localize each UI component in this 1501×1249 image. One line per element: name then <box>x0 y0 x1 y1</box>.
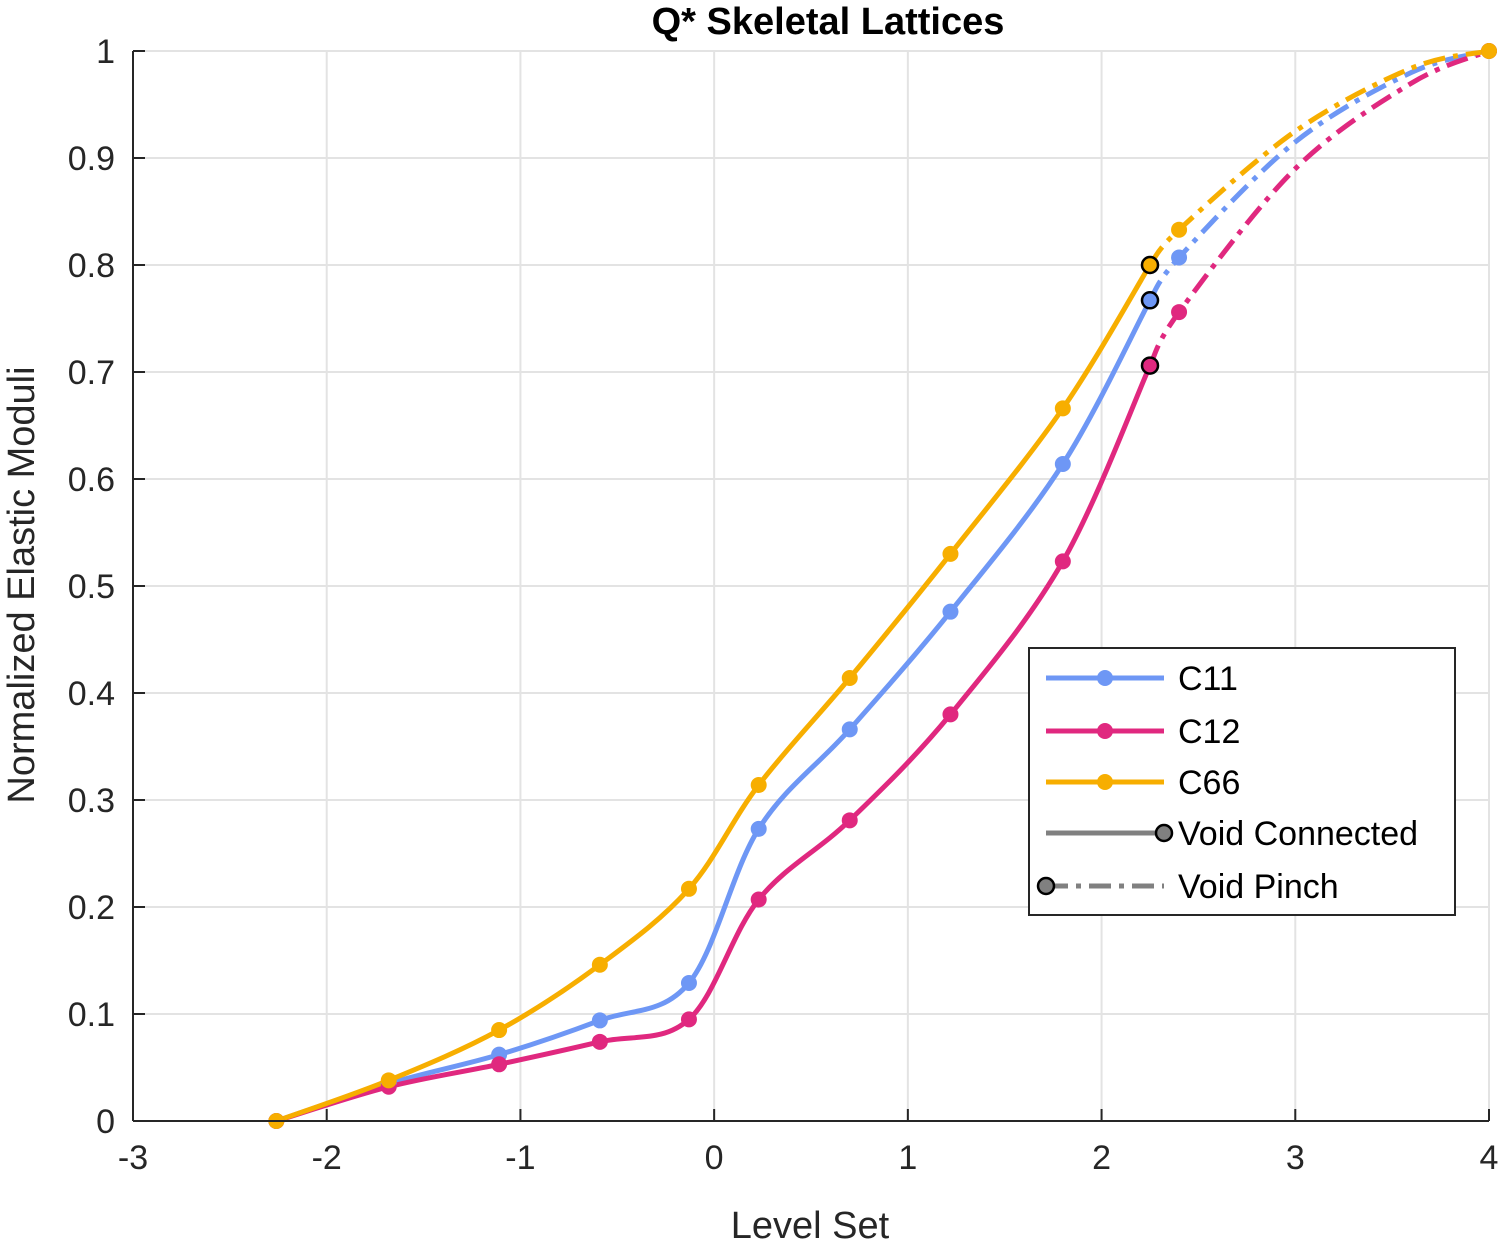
legend-label: Void Pinch <box>1178 868 1339 906</box>
series-markers <box>268 43 1497 1129</box>
legend-label: Void Connected <box>1178 815 1418 853</box>
y-tick-label: 0.1 <box>68 996 115 1034</box>
c66-point <box>1171 221 1188 238</box>
x-tick-label: 1 <box>898 1139 917 1177</box>
y-tick-label: 0.2 <box>68 889 115 927</box>
c66-point <box>841 670 858 687</box>
c11-connected-line <box>273 297 1153 1124</box>
y-tick-label: 0.4 <box>68 675 115 713</box>
chart-title: Q* Skeletal Lattices <box>652 1 1005 43</box>
c12-point <box>1054 553 1071 570</box>
x-tick-label: -3 <box>118 1139 148 1177</box>
c11-point <box>942 603 959 620</box>
c66-connected-line <box>273 262 1153 1124</box>
y-tick-label: 1 <box>96 33 115 71</box>
c12-point <box>680 1011 697 1028</box>
x-axis-label: Level Set <box>731 1205 890 1244</box>
c11-point <box>841 721 858 738</box>
c66-pinch-line <box>1147 48 1490 267</box>
legend-entry: C11 <box>1046 660 1238 698</box>
legend: C11 C12 C66 Void Connected Void Pinch <box>1028 647 1456 916</box>
transition-point <box>1140 291 1160 310</box>
legend-marker <box>1097 723 1113 739</box>
transition-point <box>1140 356 1160 375</box>
y-axis-label: Normalized Elastic Moduli <box>1 366 43 803</box>
y-tick-label: 0.6 <box>68 461 115 499</box>
legend-marker <box>1097 670 1113 686</box>
c66-point <box>380 1072 397 1089</box>
y-tick-label: 0.9 <box>68 140 115 178</box>
c12-point <box>591 1033 608 1050</box>
c12-point <box>750 891 767 908</box>
c66-point <box>942 545 959 562</box>
legend-label: C66 <box>1178 764 1240 802</box>
c12-connected-line <box>273 363 1153 1124</box>
c12-point <box>942 706 959 723</box>
y-tick-label: 0 <box>96 1103 115 1141</box>
c66-point <box>491 1022 508 1039</box>
c11-point <box>680 974 697 991</box>
y-tick-label: 0.7 <box>68 354 115 392</box>
y-tick-label: 0.3 <box>68 782 115 820</box>
x-tick-label: 4 <box>1480 1139 1499 1177</box>
legend-marker <box>1097 774 1113 790</box>
legend-entry: Void Connected <box>1046 815 1418 853</box>
legend-marker <box>1036 876 1056 896</box>
c66-point <box>1054 400 1071 417</box>
x-tick-label: 0 <box>705 1139 724 1177</box>
c12-point <box>491 1056 508 1073</box>
c11-pinch-line <box>1147 48 1490 302</box>
c66-point <box>1481 43 1497 59</box>
c11-point <box>1054 456 1071 473</box>
legend-label: C11 <box>1178 660 1238 698</box>
c66-point <box>750 777 767 794</box>
axes <box>132 50 1490 1122</box>
legend-label: C12 <box>1178 713 1240 751</box>
c11-point <box>591 1012 608 1029</box>
y-tick-label: 0.5 <box>68 568 115 606</box>
legend-entry: C12 <box>1046 713 1240 751</box>
y-tick-label: 0.8 <box>68 247 115 285</box>
c11-point <box>1171 249 1188 266</box>
tick-labels: -3 -2 -1 0 1 2 3 4 0 0.1 0.2 0.3 0.4 0.5 0.6 0.7 0.8 0.9 1 <box>68 33 1499 1177</box>
grid <box>132 50 1490 1122</box>
c66-point <box>591 956 608 973</box>
c11-point <box>750 820 767 837</box>
x-tick-label: 2 <box>1092 1139 1111 1177</box>
transition-point <box>1140 255 1160 275</box>
c12-point <box>841 812 858 829</box>
legend-entry: C66 <box>1046 764 1240 802</box>
legend-entry: Void Pinch <box>1036 868 1339 906</box>
c66-point <box>680 880 697 897</box>
x-tick-label: 3 <box>1286 1139 1305 1177</box>
legend-marker <box>1154 823 1174 843</box>
x-tick-label: -1 <box>505 1139 535 1177</box>
x-tick-label: -2 <box>312 1139 342 1177</box>
c12-point <box>1171 304 1188 321</box>
